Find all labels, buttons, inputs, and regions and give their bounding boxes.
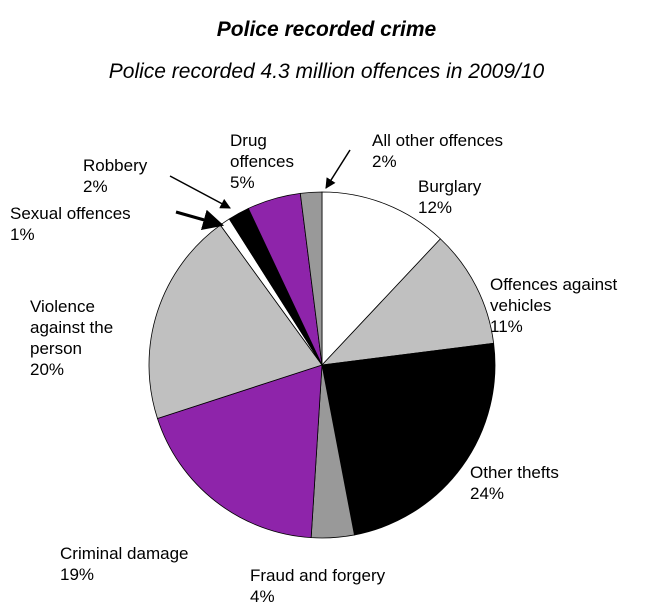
category-label: Violence against the person: [30, 297, 114, 358]
category-label: Criminal damage: [60, 544, 189, 563]
value-label: 5%: [230, 173, 255, 192]
leader-arrow: [169, 175, 231, 209]
leader-arrow: [325, 149, 351, 189]
category-label: All other offences: [372, 131, 504, 150]
chart-title: Police recorded crime: [216, 18, 437, 41]
slice-label: Burglary 12%: [418, 176, 508, 218]
slice-label: Other thefts 24%: [470, 462, 590, 504]
value-label: 1%: [10, 225, 35, 244]
category-label: Fraud and forgery: [250, 566, 386, 585]
slice-label: Drug offences 5%: [230, 130, 310, 193]
slice-label: Robbery 2%: [83, 155, 173, 197]
category-label: Burglary: [418, 177, 482, 196]
pie-slice: [148, 224, 323, 419]
pie-slice: [321, 342, 496, 536]
pie-slice: [320, 238, 495, 366]
category-label: Offences against vehicles: [490, 275, 618, 315]
value-label: 24%: [470, 484, 505, 503]
value-label: 2%: [83, 177, 108, 196]
value-label: 20%: [30, 360, 65, 379]
leader-arrow: [175, 209, 225, 230]
slice-label: Criminal damage 19%: [60, 543, 260, 585]
value-label: 2%: [372, 152, 397, 171]
chart-subtitle: Police recorded 4.3 million offences in …: [108, 60, 545, 83]
slice-label: Sexual offences 1%: [10, 203, 180, 245]
pie-slice: [321, 191, 441, 367]
pie-slice: [156, 364, 323, 539]
slice-label: Offences against vehicles 11%: [490, 274, 640, 337]
slice-label: All other offences 2%: [372, 130, 572, 172]
category-label: Robbery: [83, 156, 148, 175]
value-label: 11%: [490, 317, 523, 336]
value-label: 12%: [418, 198, 453, 217]
pie: [148, 191, 496, 539]
pie-slice: [299, 191, 323, 366]
category-label: Sexual offences: [10, 204, 131, 223]
value-label: 4%: [250, 587, 275, 606]
slice-label: Violence against the person 20%: [30, 296, 150, 380]
category-label: Drug offences: [230, 131, 294, 171]
value-label: 19%: [60, 565, 95, 584]
category-label: Other thefts: [470, 463, 559, 482]
